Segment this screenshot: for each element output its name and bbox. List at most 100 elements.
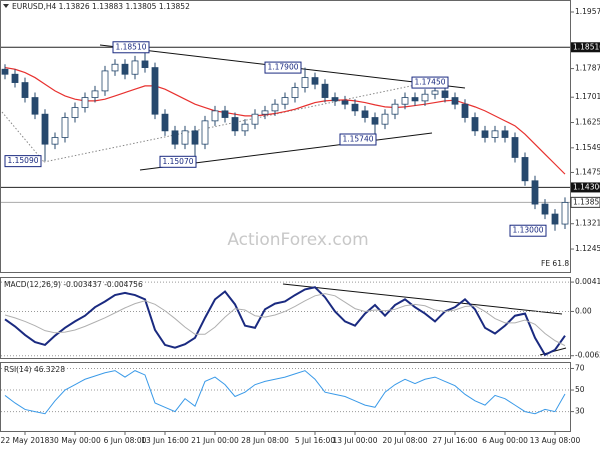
y-tick-label: 1.12450: [575, 244, 600, 253]
candle-body: [61, 117, 69, 138]
x-tick-label: 21 Jun 00:00: [191, 436, 239, 445]
candle-body: [281, 97, 289, 105]
candle-body: [451, 97, 459, 105]
candle-body: [251, 113, 259, 125]
fib-label: FE 61.8: [541, 259, 569, 268]
candle-body: [41, 113, 49, 145]
x-tick-label: 22 May 2018: [1, 436, 50, 445]
candle-body: [211, 110, 219, 122]
annotation-box: [339, 133, 377, 146]
x-tick-label: 30 May 00:00: [49, 436, 101, 445]
candle-body: [491, 130, 499, 138]
candle-body: [241, 123, 249, 132]
candle-body: [141, 60, 149, 68]
x-tick-label: 5 Jul 16:00: [295, 436, 335, 445]
candle-body: [351, 103, 359, 112]
candle-body: [381, 113, 389, 125]
main-panel: [0, 0, 571, 273]
annotation-box: [159, 155, 197, 168]
candle-body: [121, 63, 129, 75]
candle-body: [541, 203, 549, 215]
y-tick-label: 1.17870: [575, 64, 600, 73]
x-tick-label: 28 Jun 08:00: [241, 436, 289, 445]
candle-body: [531, 180, 539, 205]
candle-body: [201, 120, 209, 145]
rsi-panel: [0, 362, 571, 432]
candle-body: [421, 93, 429, 102]
y-tick-label: 1.15490: [575, 143, 600, 152]
candle-body: [81, 97, 89, 108]
x-tick-label: 6 Jun 08:00: [104, 436, 147, 445]
y-tick-label: 1.13210: [575, 219, 600, 228]
candle-body: [331, 97, 339, 102]
candle-body: [11, 73, 19, 83]
candle-body: [221, 110, 229, 118]
candle-body: [291, 87, 299, 98]
level-label-box: [571, 42, 600, 53]
y-tick-label: 70: [575, 363, 585, 372]
level-label: 1.18510: [573, 42, 600, 51]
candle-body: [461, 103, 469, 118]
y-tick-label: 30: [575, 407, 585, 416]
y-tick-label: 1.17010: [575, 92, 600, 101]
macd-trend-line: [282, 283, 563, 315]
candle-body: [271, 103, 279, 112]
macd-panel: [0, 277, 571, 359]
candle-body: [511, 137, 519, 158]
candle-body: [21, 82, 29, 98]
candle-body: [341, 100, 349, 105]
y-tick-label: 0.004125: [575, 277, 600, 286]
x-tick-label: 27 Jul 16:00: [433, 436, 478, 445]
candle-body: [521, 157, 529, 182]
annotation-box: [509, 224, 547, 237]
candle-body: [71, 107, 79, 118]
annotation-label: 1.18510: [115, 42, 146, 51]
candle-body: [391, 103, 399, 115]
candle-body: [51, 137, 59, 145]
macd-title: MACD(12,26,9) -0.003437 -0.004756: [4, 280, 143, 289]
y-tick-label: -0.006218: [575, 351, 600, 360]
x-tick-label: 13 Aug 08:00: [530, 436, 581, 445]
x-tick-label: 13 Jul 00:00: [333, 436, 378, 445]
annotation-box: [112, 41, 150, 54]
annotation-box: [411, 76, 449, 89]
menu-icon: [3, 4, 9, 8]
candle-body: [191, 130, 199, 145]
candle-body: [1, 68, 9, 75]
candle-body: [411, 97, 419, 102]
y-tick-label: 1.14750: [575, 167, 600, 176]
candle-body: [471, 117, 479, 132]
annotation-label: 1.13000: [512, 226, 543, 235]
y-tick-label: 50: [575, 385, 585, 394]
candle-body: [441, 90, 449, 98]
candle-body: [31, 97, 39, 115]
candle-body: [131, 60, 139, 75]
fib-line: [1, 111, 45, 163]
candle-body: [551, 213, 559, 225]
candle-body: [401, 97, 409, 105]
candle-body: [151, 67, 159, 115]
x-tick-label: 6 Aug 00:00: [482, 436, 528, 445]
candle-body: [111, 63, 119, 72]
series-line: [4, 293, 566, 347]
series-line: [4, 66, 566, 175]
candle-body: [371, 117, 379, 125]
candle-body: [261, 110, 269, 115]
y-tick-label: 0.00: [575, 306, 592, 315]
watermark: ActionForex.com: [227, 230, 368, 250]
annotation-label: 1.17900: [267, 63, 298, 72]
last-price-box: [570, 196, 600, 208]
candle-body: [231, 117, 239, 132]
candle-body: [171, 130, 179, 145]
candle-body: [101, 70, 109, 92]
candle-body: [361, 110, 369, 118]
annotation-label: 1.15740: [342, 134, 373, 143]
series-line: [4, 370, 566, 415]
candle-body: [321, 83, 329, 98]
annotation-label: 1.15090: [7, 156, 38, 165]
y-tick-label: 1.16250: [575, 118, 600, 127]
last-price-label: 1.13852: [573, 197, 600, 206]
candle-body: [481, 130, 489, 138]
